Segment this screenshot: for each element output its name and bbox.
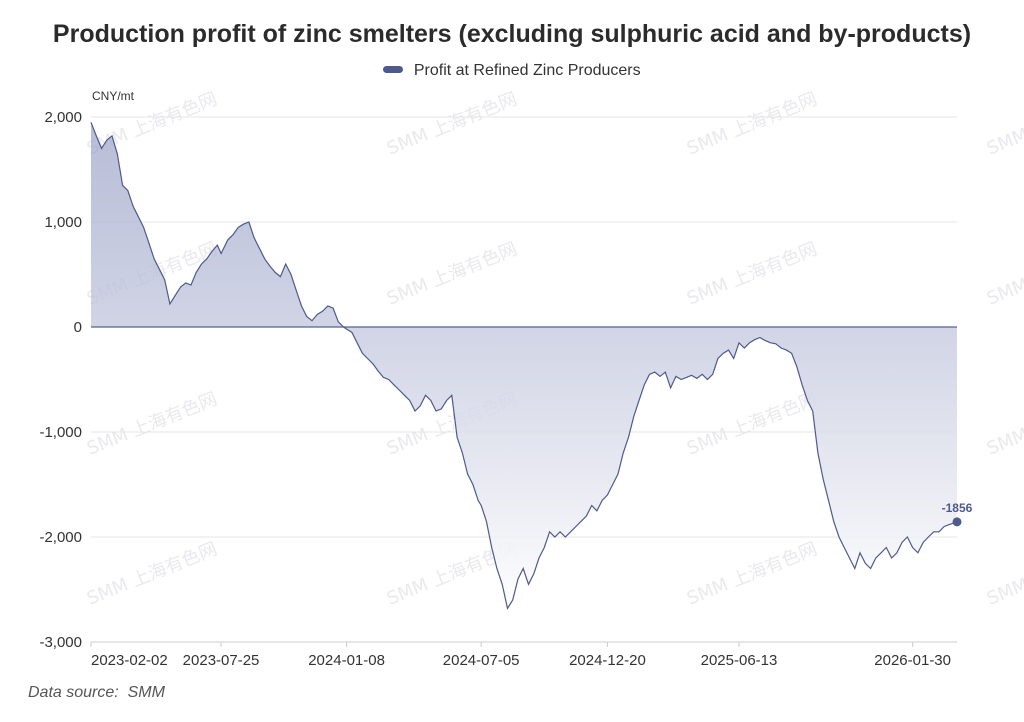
watermark-text: SMM 上海有色网 [684, 88, 820, 159]
watermark-text: SMM 上海有色网 [84, 388, 220, 459]
y-tick-label: 1,000 [44, 214, 82, 231]
y-axis: 2,000 1,000 0 -1,000 -2,000 -3,000 [39, 109, 82, 651]
x-tick-label: 2025-06-13 [701, 652, 778, 669]
y-tick-label: 2,000 [44, 109, 82, 126]
last-point-group: -1856 [942, 501, 973, 527]
legend-label: Profit at Refined Zinc Producers [413, 62, 641, 79]
data-source-label: Data source: [28, 684, 119, 701]
data-source: Data source: SMM [28, 684, 165, 702]
last-value-label: -1856 [942, 501, 973, 515]
watermark-text: SMM 上海有色网 [84, 538, 220, 609]
last-point-marker[interactable] [952, 517, 962, 527]
chart-title: Production profit of zinc smelters (excl… [52, 20, 972, 48]
x-tick-label: 2024-01-08 [308, 652, 385, 669]
area-fill [91, 122, 957, 609]
y-tick-label: -1,000 [39, 424, 82, 441]
watermark-text: SMM 上海有色网 [984, 538, 1024, 609]
x-tick-label: 2024-07-05 [443, 652, 520, 669]
x-tick-label: 2023-07-25 [183, 652, 260, 669]
y-tick-label: -2,000 [39, 529, 82, 546]
legend[interactable]: Profit at Refined Zinc Producers [0, 62, 1024, 80]
watermark-text: SMM 上海有色网 [984, 388, 1024, 459]
watermark-text: SMM 上海有色网 [684, 238, 820, 309]
series-line[interactable] [90, 122, 958, 610]
x-tick-label: 2026-01-30 [874, 652, 951, 669]
watermark-text: SMM 上海有色网 [984, 88, 1024, 159]
legend-swatch [383, 66, 404, 74]
watermark-text: SMM 上海有色网 [984, 238, 1024, 309]
data-source-name: SMM [127, 684, 165, 701]
x-tick-label: 2024-12-20 [569, 652, 646, 669]
y-tick-label: 0 [74, 319, 82, 336]
watermark-text: SMM 上海有色网 [684, 388, 820, 459]
x-tick-label: 2023-02-02 [91, 652, 168, 669]
y-tick-label: -3,000 [39, 634, 82, 651]
x-axis: 2023-02-02 2023-07-25 2024-01-08 2024-07-05… [90, 641, 957, 669]
watermark-text: SMM 上海有色网 [384, 88, 520, 159]
watermark-text: SMM 上海有色网 [684, 538, 820, 609]
y-axis-label: CNY/mt [92, 89, 135, 103]
watermark-text: SMM 上海有色网 [384, 238, 520, 309]
chart-plot[interactable]: SMM 上海有色网 SMM 上海有色网 SMM 上海有色网 SMM 上海有色网 SMM … [0, 0, 1024, 680]
